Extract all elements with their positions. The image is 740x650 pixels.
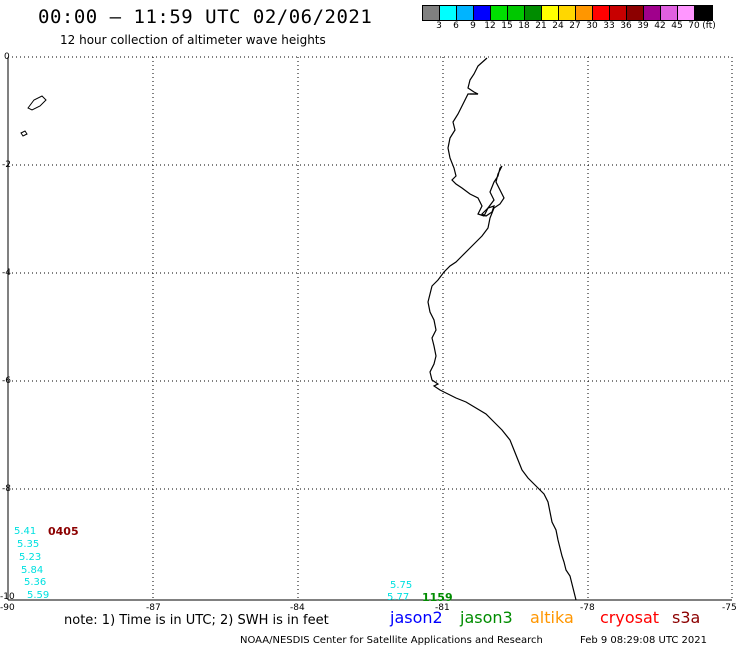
wave-height-value: 5.41 (14, 526, 37, 537)
legend-swatch (423, 6, 440, 20)
lat-label: -4 (2, 268, 11, 278)
legend-bin-label: 30 (586, 21, 598, 31)
lon-label: -87 (146, 603, 161, 613)
satellite-legend-s3a: s3a (672, 608, 701, 627)
wave-height-value: 5.36 (24, 577, 47, 588)
lat-label: -10 (0, 592, 15, 602)
legend-bin-label: 6 (453, 21, 459, 31)
legend-swatch (644, 6, 661, 20)
legend-bin-label: 15 (501, 21, 513, 31)
legend-swatch (661, 6, 678, 20)
page-title: 00:00 — 11:59 UTC 02/06/2021 (38, 6, 373, 28)
wave-height-value: 5.59 (27, 590, 50, 601)
lon-label: -90 (0, 603, 15, 613)
footnote: note: 1) Time is in UTC; 2) SWH is in fe… (64, 613, 329, 628)
legend-swatch (525, 6, 542, 20)
wave-height-value: 5.23 (19, 552, 42, 563)
color-legend-labels: 3 6 9 12 15 18 21 24 27 30 33 36 39 42 45 70 (ft) (422, 21, 740, 33)
legend-swatch (695, 6, 712, 20)
galapagos-islands (20, 95, 47, 137)
legend-bin-label: 21 (535, 21, 547, 31)
lat-label: 0 (4, 52, 10, 62)
legend-bin-label: 42 (654, 21, 666, 31)
legend-swatch (627, 6, 644, 20)
color-legend (422, 5, 713, 21)
legend-bin-label: 18 (518, 21, 530, 31)
legend-bin-label: 9 (470, 21, 476, 31)
lon-label: -81 (435, 603, 450, 613)
generated-timestamp: Feb 9 08:29:08 UTC 2021 (580, 635, 707, 646)
graticule (8, 56, 733, 600)
legend-swatch (678, 6, 695, 20)
legend-bin-label: 70 (688, 21, 700, 31)
pass-time-label: 0405 (48, 525, 79, 538)
legend-swatch (542, 6, 559, 20)
lat-label: -2 (2, 160, 11, 170)
legend-bin-label: 36 (620, 21, 632, 31)
island-isabela (27, 95, 47, 111)
legend-swatch (593, 6, 610, 20)
legend-swatch (559, 6, 576, 20)
page-subtitle: 12 hour collection of altimeter wave hei… (60, 33, 326, 47)
island-small (20, 130, 28, 137)
legend-swatch (457, 6, 474, 20)
legend-bin-label: 3 (436, 21, 442, 31)
legend-bin-label: 39 (637, 21, 649, 31)
legend-swatch (440, 6, 457, 20)
legend-swatch (491, 6, 508, 20)
legend-swatch (610, 6, 627, 20)
gulf-island-puna (480, 205, 495, 217)
legend-swatch (508, 6, 525, 20)
pass-time-label: 1159 (422, 591, 453, 604)
lon-label: -84 (290, 603, 305, 613)
wave-height-value: 5.75 (390, 580, 413, 591)
satellite-legend-cryosat: cryosat (600, 608, 660, 627)
lat-label: -8 (2, 484, 11, 494)
credit-line: NOAA/NESDIS Center for Satellite Applica… (240, 635, 543, 646)
satellite-legend-jason3: jason3 (460, 608, 513, 627)
map-frame (7, 57, 732, 601)
legend-swatch (576, 6, 593, 20)
legend-bin-label: 24 (552, 21, 564, 31)
legend-bin-label: 27 (569, 21, 581, 31)
wave-height-value: 5.84 (21, 565, 44, 576)
lat-label: -6 (2, 376, 11, 386)
wave-height-value: 5.35 (17, 539, 40, 550)
legend-swatch (474, 6, 491, 20)
lon-label: -75 (722, 603, 737, 613)
coastline-ecuador-peru (427, 57, 577, 601)
legend-unit-label: (ft) (702, 21, 716, 31)
legend-bin-label: 33 (603, 21, 615, 31)
legend-bin-label: 12 (484, 21, 496, 31)
lon-label: -78 (580, 603, 595, 613)
legend-bin-label: 45 (671, 21, 683, 31)
satellite-legend-jason2: jason2 (390, 608, 443, 627)
wave-height-value: 5.77 (387, 592, 410, 603)
coastline (427, 57, 577, 601)
satellite-legend-altika: altika (530, 608, 574, 627)
